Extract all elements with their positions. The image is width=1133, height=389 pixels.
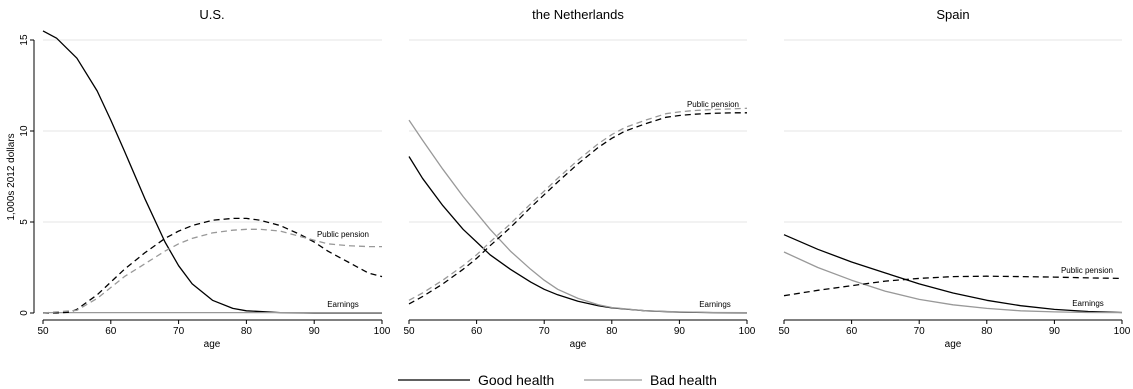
x-axis-title-us: age	[204, 339, 221, 350]
panel-netherlands: the Netherlands age Public pension Earni…	[532, 7, 739, 350]
x-tick-label-spain: 100	[1114, 326, 1131, 337]
x-tick-label-netherlands: 90	[674, 326, 686, 337]
series-line-spain-earnings-good-health	[783, 234, 1123, 314]
series-line-us-public-pension-bad-health	[42, 228, 382, 314]
series-line-netherlands-public-pension-bad-health	[408, 107, 748, 301]
annotation-earnings-spain: Earnings	[1072, 299, 1104, 308]
panel-title-netherlands: the Netherlands	[532, 7, 624, 22]
annotation-earnings-netherlands: Earnings	[699, 300, 731, 309]
x-tick-label-spain: 80	[981, 326, 993, 337]
y-tick-label: 15	[19, 34, 30, 46]
legend-label-bad-health: Bad health	[650, 372, 717, 388]
y-axis-title: 1,000s 2012 dollars	[6, 133, 17, 220]
series-line-netherlands-public-pension-good-health	[408, 112, 747, 305]
x-tick-label-us: 80	[241, 326, 253, 337]
panel-spain: Spain age Public pension Earnings	[936, 7, 1113, 350]
x-tick-label-spain: 50	[778, 326, 790, 337]
x-tick-label-us: 90	[309, 326, 321, 337]
x-tick-label-netherlands: 60	[471, 326, 483, 337]
x-tick-label-netherlands: 80	[606, 326, 618, 337]
x-tick-label-spain: 70	[914, 326, 926, 337]
panel-title-us: U.S.	[199, 7, 224, 22]
y-tick-label: 10	[19, 125, 30, 137]
x-tick-label-netherlands: 100	[739, 326, 756, 337]
series-line-us-public-pension-good-health	[43, 217, 383, 314]
x-tick-label-us: 100	[374, 326, 391, 337]
x-tick-label-us: 70	[173, 326, 185, 337]
annotation-public-pension-us: Public pension	[317, 230, 369, 239]
x-axis-title-netherlands: age	[570, 339, 587, 350]
x-tick-label-netherlands: 70	[539, 326, 551, 337]
legend-label-good-health: Good health	[478, 372, 554, 388]
panel-us: U.S. age Public pension Earnings	[199, 7, 369, 350]
series-line-spain-public-pension-good-health	[783, 275, 1123, 297]
annotation-public-pension-spain: Public pension	[1061, 266, 1113, 275]
series-line-netherlands-earnings-good-health	[408, 156, 748, 314]
x-tick-label-spain: 60	[846, 326, 858, 337]
x-tick-label-us: 50	[37, 326, 49, 337]
panel-title-spain: Spain	[936, 7, 969, 22]
series-line-netherlands-earnings-bad-health	[408, 119, 748, 314]
series-line-us-earnings-good-health	[42, 30, 382, 314]
y-tick-label: 5	[19, 219, 30, 225]
legend: Good health Bad health	[398, 372, 717, 388]
annotation-earnings-us: Earnings	[327, 300, 359, 309]
x-axis-title-spain: age	[945, 339, 962, 350]
y-tick-label: 0	[19, 310, 30, 316]
annotation-public-pension-netherlands: Public pension	[687, 100, 739, 109]
x-tick-label-netherlands: 50	[403, 326, 415, 337]
x-tick-label-us: 60	[105, 326, 117, 337]
x-tick-label-spain: 90	[1049, 326, 1061, 337]
series-line-spain-earnings-bad-health	[783, 251, 1123, 314]
